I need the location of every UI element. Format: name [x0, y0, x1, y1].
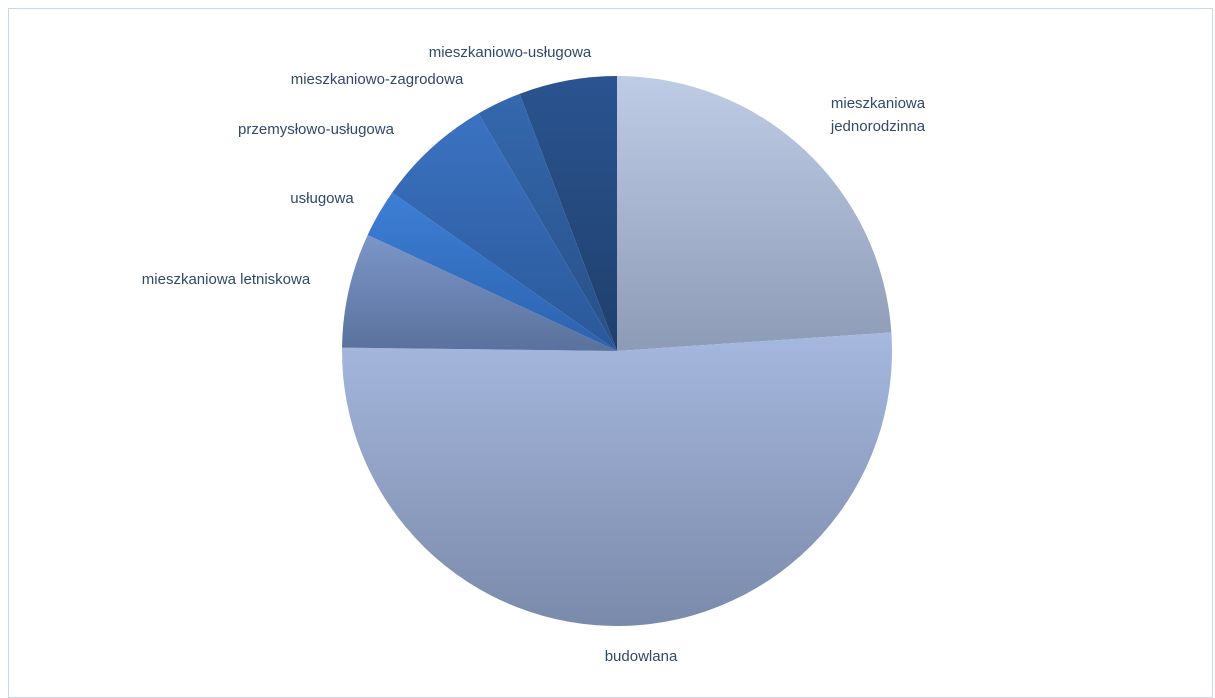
pie-slice-1 — [617, 76, 892, 351]
pie-labels: mieszkaniowa jednorodzinna budowlana mieszk… — [142, 44, 926, 665]
pie-slice-5 — [392, 113, 617, 351]
slice-label-2: budowlana — [605, 648, 678, 665]
slice-label-1: mieszkaniowa jednorodzinna — [830, 95, 926, 135]
slice-label-3: mieszkaniowa letniskowa — [142, 271, 311, 288]
pie-slice-6 — [478, 93, 617, 352]
pie-slices — [342, 76, 893, 626]
slice-label-5: przemysłowo-usługowa — [238, 121, 395, 138]
slice-label-4: usługowa — [290, 190, 354, 207]
slice-label-6: mieszkaniowo-zagrodowa — [291, 71, 464, 88]
slice-label-7: mieszkaniowo-usługowa — [429, 44, 592, 61]
pie-slice-2 — [342, 332, 893, 626]
pie-slice-7 — [519, 76, 617, 351]
pie-slice-4 — [367, 192, 617, 351]
pie-slice-3 — [342, 234, 617, 351]
